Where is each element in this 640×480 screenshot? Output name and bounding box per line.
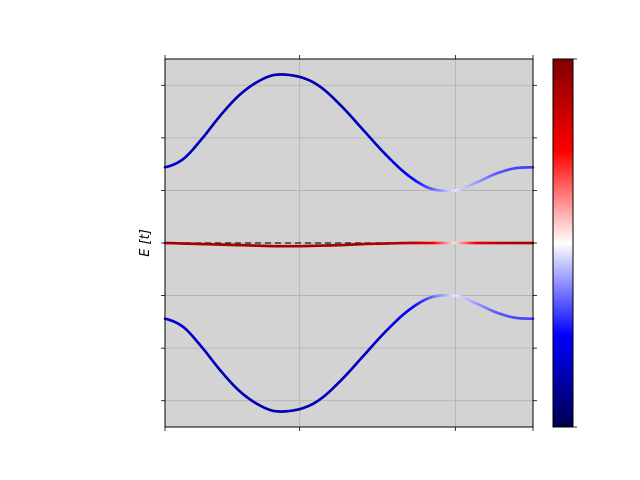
colorbar-ticks xyxy=(573,58,577,428)
colorbar xyxy=(552,58,574,428)
y-axis-label: E [t] xyxy=(138,229,153,257)
axis-ticks xyxy=(161,55,537,431)
series-band-1 xyxy=(163,73,535,193)
series-layer xyxy=(163,73,535,413)
series-band-2 xyxy=(163,241,535,248)
series-band-3 xyxy=(163,293,535,413)
